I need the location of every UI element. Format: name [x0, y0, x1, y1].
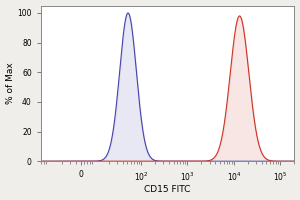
Y-axis label: % of Max: % of Max: [6, 63, 15, 104]
X-axis label: CD15 FITC: CD15 FITC: [145, 185, 191, 194]
